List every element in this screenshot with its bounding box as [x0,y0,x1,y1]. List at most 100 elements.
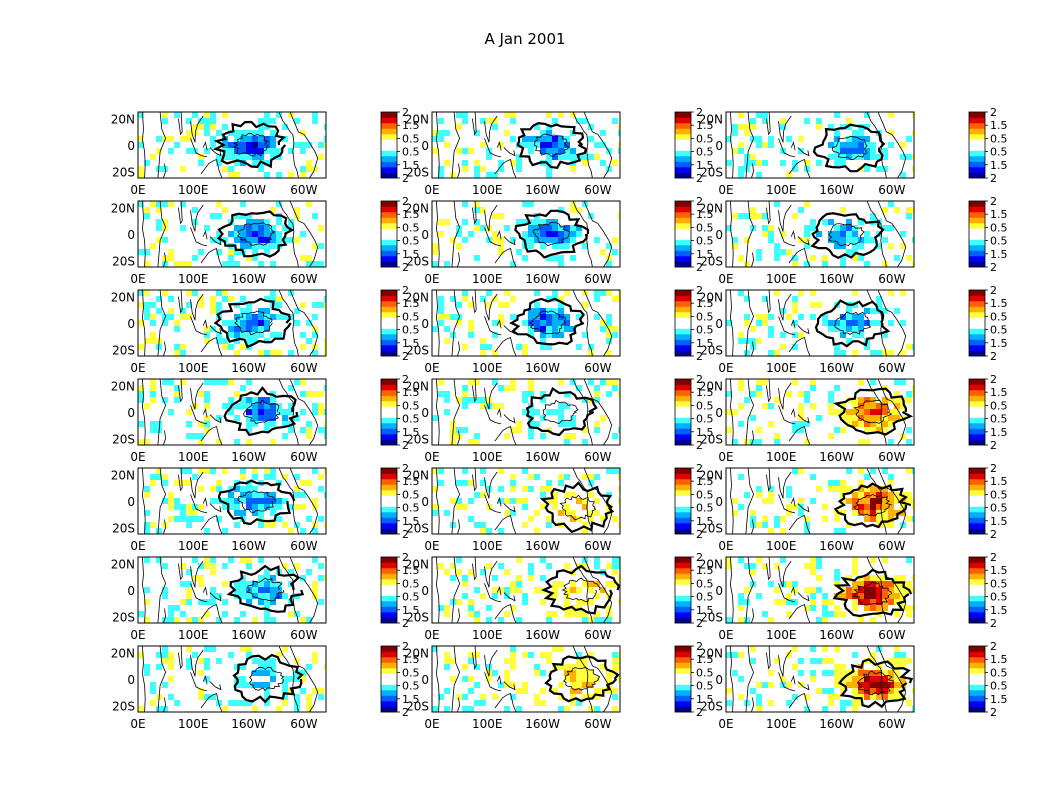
x-tick-label: 60W [290,539,317,553]
colorbar-tick-label: 1.5 [990,208,1008,221]
colorbar-tick-label: 2 [402,172,409,185]
colorbar-tick-label: 1.5 [402,604,420,617]
colorbar-tick-label: 1.5 [696,386,714,399]
colorbar-tick-label: 0.5 [696,591,714,604]
inner-contour [248,666,285,691]
x-tick-label: 160W [231,717,266,731]
colorbar-tick-label: 1.5 [990,653,1008,666]
x-tick-label: 0E [130,628,145,642]
coastlines [729,290,907,356]
colorbar-tick-label: 1.5 [990,248,1008,261]
colorbar: 21.50.50.51.52 [380,640,420,719]
colorbar-tick-label: 1.5 [402,208,420,221]
x-tick-label: 60W [290,361,317,375]
y-tick-label: 20N [699,113,723,127]
x-tick-label: 0E [424,450,439,464]
colorbar-tick-label: 0.5 [990,591,1008,604]
colorbar-tick-label: 0.5 [990,399,1008,412]
colorbar: 21.50.50.51.52 [674,462,714,541]
axes-frame [431,378,621,446]
zero-contour [516,121,588,169]
y-tick-label: 0 [127,584,135,598]
y-tick-label: 20N [111,291,135,305]
colorbar-tick-label: 0.5 [990,310,1008,323]
colorbar-tick-label: 2 [990,706,997,719]
colorbar-tick-label: 0.5 [402,488,420,501]
y-tick-label: 0 [715,495,723,509]
colorbar-tick-label: 2 [696,373,703,386]
colorbar-tick-label: 0.5 [402,399,420,412]
y-tick-label: 20S [112,610,135,624]
colorbar-tick-label: 1.5 [402,119,420,132]
y-tick-label: 20S [406,343,429,357]
x-tick-label: 160W [819,717,854,731]
x-tick-label: 100E [178,183,209,197]
colorbar-tick-label: 0.5 [402,235,420,248]
colorbar-tick-label: 2 [696,439,703,452]
y-tick-label: 0 [421,228,429,242]
colorbar-tick-label: 0.5 [402,666,420,679]
y-tick-label: 20S [700,343,723,357]
x-tick-label: 0E [130,717,145,731]
inner-contour [827,223,865,247]
colorbar-tick-label: 1.5 [990,337,1008,350]
x-tick-label: 0E [718,539,733,553]
x-tick-label: 0E [424,717,439,731]
coastlines [141,379,319,445]
colorbar-tick-label: 1.5 [402,653,420,666]
axes-frame [725,111,915,179]
y-tick-label: 20S [700,165,723,179]
x-tick-label: 100E [178,450,209,464]
anomaly-field [432,646,620,712]
axes-frame [431,111,621,179]
colorbar-tick-label: 2 [402,373,409,386]
coastlines [141,201,319,267]
x-tick-label: 60W [290,183,317,197]
anomaly-field [138,379,326,445]
colorbar-tick-label: 0.5 [402,146,420,159]
colorbar-tick-label: 2 [402,350,409,363]
colorbar-tick-label: 1.5 [990,564,1008,577]
colorbar-tick-label: 1.5 [990,159,1008,172]
axes-frame [431,556,621,624]
coastlines [435,290,613,356]
colorbar-tick-label: 0.5 [402,502,420,515]
colorbar-tick-label: 2 [990,551,997,564]
x-tick-label: 100E [472,628,503,642]
y-tick-label: 0 [421,584,429,598]
colorbar-tick-label: 1.5 [696,564,714,577]
colorbar-tick-label: 0.5 [402,324,420,337]
inner-contour [232,133,269,157]
colorbar: 21.50.50.51.52 [380,551,420,630]
x-tick-label: 100E [178,361,209,375]
colorbar-tick-label: 2 [402,284,409,297]
x-tick-label: 60W [878,717,905,731]
axes-frame [137,378,327,446]
y-tick-label: 20N [699,202,723,216]
colorbar-tick-label: 1.5 [696,159,714,172]
colorbar: 21.50.50.51.52 [968,195,1008,274]
y-tick-label: 20S [112,343,135,357]
colorbar-tick-label: 2 [990,462,997,475]
x-tick-label: 0E [424,183,439,197]
colorbar-tick-label: 1.5 [402,337,420,350]
colorbar-tick-label: 2 [696,551,703,564]
x-tick-label: 160W [231,272,266,286]
colorbar-tick-label: 1.5 [696,426,714,439]
x-tick-label: 0E [130,183,145,197]
axes-frame [431,467,621,535]
colorbar-tick-label: 0.5 [696,221,714,234]
x-tick-label: 100E [472,183,503,197]
x-tick-label: 160W [819,450,854,464]
zero-contour [232,653,304,704]
zero-contour [812,123,886,173]
colorbar-tick-label: 2 [990,640,997,653]
coastlines [435,557,613,623]
y-tick-label: 20N [111,647,135,661]
colorbar-tick-label: 2 [402,551,409,564]
colorbar-tick-label: 1.5 [696,248,714,261]
